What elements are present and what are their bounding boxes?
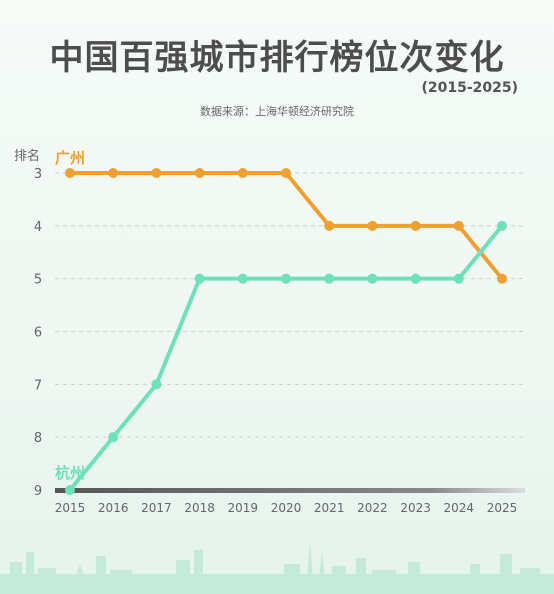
data-point	[151, 168, 162, 178]
y-tick-label: 9	[34, 484, 42, 499]
x-tick-label: 2015	[55, 501, 86, 515]
data-point	[497, 220, 507, 231]
data-point	[194, 273, 205, 284]
x-tick-label: 2016	[98, 501, 129, 515]
data-point	[367, 273, 378, 284]
data-point	[453, 273, 464, 284]
data-source: 数据来源：上海华顿经济研究院	[200, 105, 354, 118]
x-tick-label: 2018	[184, 501, 215, 515]
y-tick-label: 6	[34, 326, 42, 341]
y-axis-label: 排名	[14, 148, 40, 164]
series-1: 杭州	[55, 220, 507, 495]
data-point	[65, 485, 75, 495]
data-point	[194, 168, 205, 178]
data-point	[237, 168, 248, 178]
data-point	[410, 273, 421, 284]
series-label: 杭州	[55, 464, 85, 482]
data-point	[151, 379, 162, 390]
data-point	[281, 168, 291, 178]
y-tick-label: 8	[34, 431, 42, 446]
series-label: 广州	[55, 149, 85, 167]
y-tick-label: 4	[34, 220, 42, 235]
series-line	[70, 171, 504, 280]
x-tick-label: 2021	[314, 501, 345, 515]
y-tick-label: 3	[34, 167, 42, 182]
series-0: 广州	[55, 149, 507, 284]
x-tick-label: 2020	[271, 501, 302, 515]
data-point	[324, 220, 335, 231]
x-tick-label: 2025	[487, 501, 518, 515]
series-line	[68, 224, 504, 492]
data-point	[497, 273, 507, 284]
chart-year-range: (2015-2025)	[421, 80, 518, 96]
data-point	[324, 273, 335, 284]
data-point	[237, 273, 248, 284]
x-axis-ticks: 2015 2016 2017 2018 2019 2020 2021 2022 2023 2024…	[55, 501, 518, 515]
data-point	[453, 220, 464, 231]
y-tick-label: 5	[34, 273, 42, 288]
x-axis-line	[55, 488, 525, 493]
x-tick-label: 2024	[444, 501, 475, 515]
y-axis-ticks: 3 4 5 6 7 8 9	[34, 167, 42, 499]
data-point	[281, 273, 291, 284]
data-point	[410, 220, 421, 231]
y-tick-label: 7	[34, 378, 42, 393]
x-tick-label: 2017	[141, 501, 172, 515]
data-point	[65, 168, 75, 178]
data-point	[108, 168, 119, 178]
data-point	[367, 220, 378, 231]
city-skyline-illustration	[0, 540, 554, 594]
data-point	[108, 432, 119, 443]
x-tick-label: 2022	[357, 501, 388, 515]
x-tick-label: 2023	[400, 501, 431, 515]
grid-lines	[55, 172, 525, 438]
x-tick-label: 2019	[228, 501, 259, 515]
chart-title: 中国百强城市排行榜位次变化	[49, 38, 505, 78]
